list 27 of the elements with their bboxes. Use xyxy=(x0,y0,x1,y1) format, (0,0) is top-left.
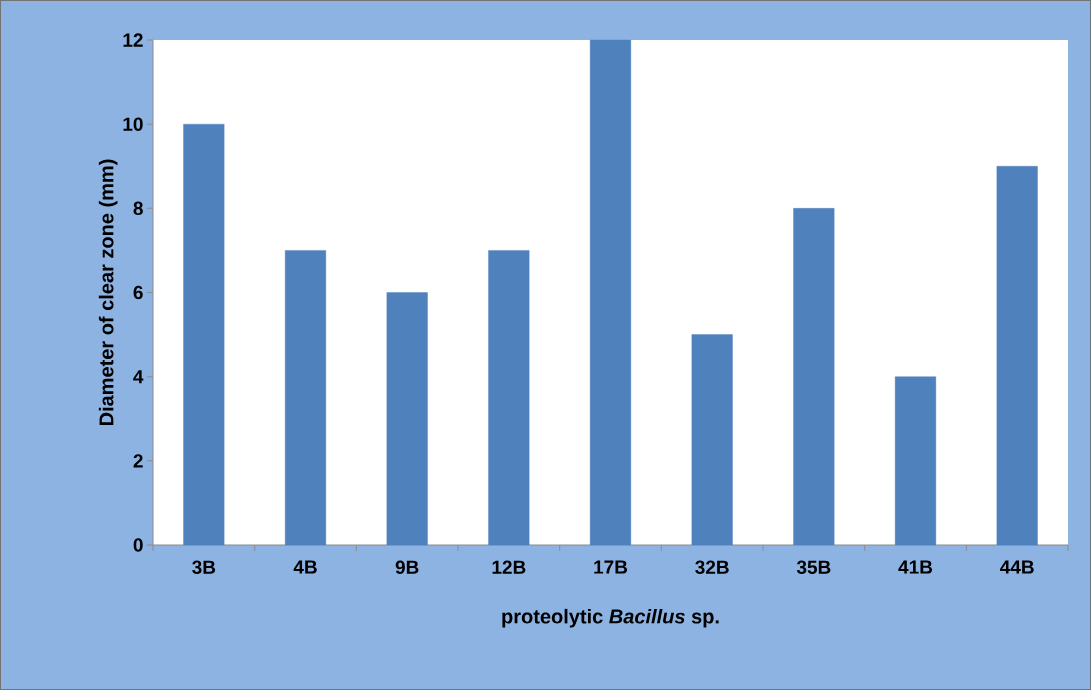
y-tick-label: 6 xyxy=(133,285,143,300)
y-tick-label: 0 xyxy=(133,538,143,552)
x-tick-label: 4B xyxy=(293,560,317,574)
bar xyxy=(894,376,937,546)
x-tick-label: 3B xyxy=(192,560,216,575)
x-tick-label: 12B xyxy=(492,560,526,574)
y-tick-label: 2 xyxy=(133,454,143,468)
x-tick-label: 35B xyxy=(796,560,831,575)
bar xyxy=(589,39,632,546)
bar xyxy=(284,250,327,546)
x-axis-title: proteolytic Bacillus sp. xyxy=(502,608,719,628)
y-tick-label: 10 xyxy=(123,117,143,131)
x-tick-label: 41B xyxy=(898,560,933,574)
bar xyxy=(793,208,835,546)
bar xyxy=(691,334,733,546)
bar xyxy=(183,123,225,546)
x-tick-label: 17B xyxy=(594,560,628,574)
bar xyxy=(996,166,1038,546)
x-tick-label: 44B xyxy=(1000,560,1034,574)
y-tick-label: 8 xyxy=(133,201,143,216)
x-tick-label: 32B xyxy=(695,560,729,575)
bar xyxy=(488,250,530,546)
y-tick-label: 12 xyxy=(123,33,143,47)
y-tick-label: 4 xyxy=(133,370,144,384)
bar xyxy=(386,292,428,546)
y-axis-title: Diameter of clear zone (mm) xyxy=(98,159,118,426)
x-tick-label: 9B xyxy=(395,560,419,574)
